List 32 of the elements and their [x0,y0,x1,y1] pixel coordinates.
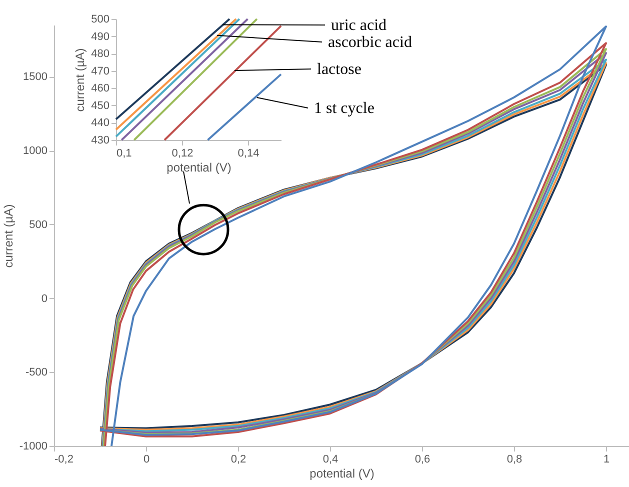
y-axis-title: current (µA) [1,204,16,268]
x-tick-label: 0,6 [414,454,430,466]
y-tick-label: 1500 [23,71,48,84]
x-axis-title: potential (V) [166,160,232,174]
y-tick-label: 470 [91,65,110,78]
x-tick-label: 0,14 [238,148,260,160]
y-tick-label: 0 [41,292,48,305]
x-tick-label: 0,12 [172,148,194,160]
y-tick-label: -1000 [19,440,48,452]
y-tick-label: 480 [91,48,110,60]
annotation: uric acid [331,17,387,34]
y-tick-label: 440 [91,117,110,130]
y-axis-title: current (µA) [73,48,88,112]
y-tick-label: 430 [91,134,110,146]
x-tick-label: -0,2 [54,454,74,466]
annotation: 1 st cycle [314,100,374,117]
annotation: ascorbic acid [328,34,412,51]
x-tick-label: 0,8 [506,454,522,466]
y-tick-label: 490 [91,30,110,43]
x-tick-label: 1 [603,454,610,466]
x-tick-label: 0 [143,454,150,466]
y-tick-label: -500 [25,366,48,379]
y-tick-label: 500 [91,14,110,26]
y-tick-label: 500 [29,218,48,231]
x-tick-label: 0,1 [116,148,132,160]
y-tick-label: 450 [91,100,110,112]
annotation: lactose [317,61,362,78]
y-tick-label: 1000 [23,145,48,158]
y-tick-label: 460 [91,82,110,95]
x-tick-label: 0,2 [230,454,246,466]
x-tick-label: 0,4 [322,454,338,466]
x-axis-title: potential (V) [310,466,374,480]
